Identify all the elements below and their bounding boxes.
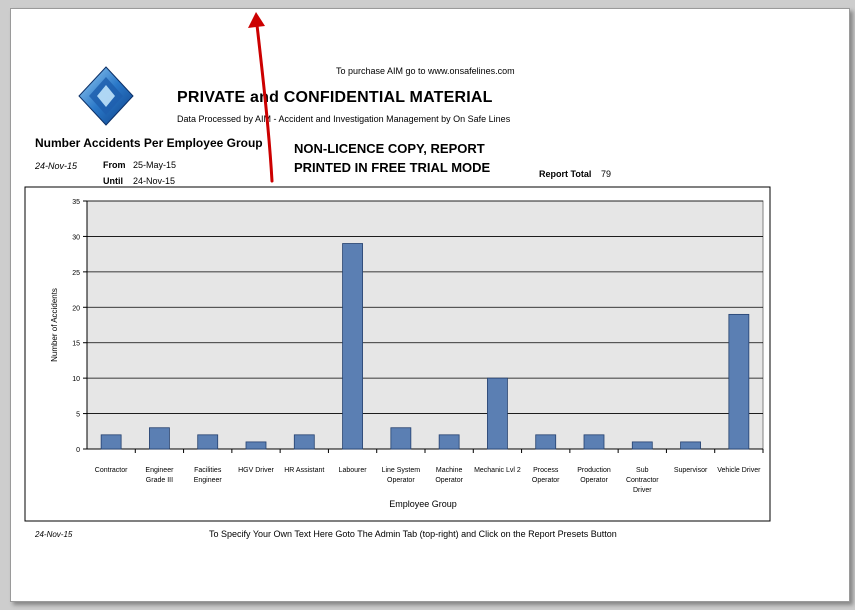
- x-tick-label: Operator: [532, 477, 560, 484]
- footer-text: To Specify Your Own Text Here Goto The A…: [209, 529, 617, 539]
- x-tick-label: Supervisor: [674, 467, 708, 474]
- x-tick-label: Line System: [382, 467, 421, 474]
- bar: [680, 441, 701, 450]
- bar: [149, 427, 170, 450]
- print-date: 24-Nov-15: [35, 161, 78, 171]
- x-tick-label: Sub: [636, 467, 649, 474]
- bar: [487, 377, 508, 450]
- trial-watermark: NON-LICENCE COPY, REPORT PRINTED IN FREE…: [294, 139, 490, 177]
- footer-date: 24-Nov-15: [35, 530, 73, 539]
- report-total-label: Report Total: [539, 169, 592, 179]
- y-tick-label: 0: [76, 447, 80, 454]
- x-tick-label: Process: [533, 467, 559, 474]
- x-tick-label: Grade III: [146, 477, 173, 484]
- chart-title: Number Accidents Per Employee Group: [35, 136, 263, 150]
- purchase-notice: To purchase AIM go to www.onsafelines.co…: [336, 66, 515, 76]
- x-tick-label: Facilities: [194, 467, 222, 474]
- bar: [245, 441, 267, 450]
- bar: [583, 434, 605, 450]
- x-tick-label: Contractor: [95, 467, 128, 474]
- bar: [197, 434, 219, 450]
- x-tick-label: Engineer: [145, 467, 174, 474]
- aim-logo-icon: [78, 66, 134, 126]
- x-tick-label: HGV Driver: [238, 467, 274, 474]
- until-date: 24-Nov-15: [133, 176, 176, 186]
- report-page: To purchase AIM go to www.onsafelines.co…: [10, 8, 850, 602]
- y-tick-label: 35: [72, 199, 80, 206]
- from-label: From: [103, 160, 126, 170]
- bar: [342, 243, 363, 450]
- bar: [728, 313, 750, 450]
- y-tick-label: 20: [72, 305, 80, 312]
- y-tick-label: 25: [72, 270, 80, 277]
- x-tick-label: Operator: [580, 477, 608, 484]
- bar: [438, 434, 460, 450]
- plot-area: [86, 200, 764, 450]
- x-tick-label: Engineer: [194, 477, 223, 484]
- y-tick-label: 15: [72, 341, 80, 348]
- x-tick-label: Vehicle Driver: [717, 467, 761, 474]
- report-subheading: Data Processed by AIM - Accident and Inv…: [177, 114, 511, 124]
- bar: [390, 427, 412, 450]
- until-label: Until: [103, 176, 123, 186]
- trial-line-2: PRINTED IN FREE TRIAL MODE: [294, 160, 491, 175]
- x-tick-label: Contractor: [626, 477, 659, 484]
- from-date: 25-May-15: [133, 160, 177, 170]
- y-tick-label: 10: [72, 376, 80, 383]
- x-tick-label: Labourer: [339, 467, 368, 474]
- bar: [535, 434, 557, 450]
- red-arrow-icon: [248, 12, 274, 183]
- x-tick-label: Operator: [387, 477, 415, 484]
- x-tick-label: Mechanic Lvl 2: [474, 467, 521, 474]
- bar: [293, 434, 315, 450]
- x-axis-title: Employee Group: [389, 499, 457, 509]
- bar: [100, 434, 122, 450]
- x-tick-label: Operator: [435, 477, 463, 484]
- bar-chart: 0 5 10 15 20 25 30 35 Contractor Engineer Grade II…: [24, 12, 771, 522]
- y-tick-label: 30: [72, 234, 80, 241]
- y-tick-label: 5: [76, 412, 80, 419]
- x-tick-label: Driver: [633, 487, 652, 494]
- trial-line-1: NON-LICENCE COPY, REPORT: [294, 141, 485, 156]
- report-total-value: 79: [601, 169, 612, 179]
- x-tick-label: HR Assistant: [284, 467, 324, 474]
- report-heading: PRIVATE and CONFIDENTIAL MATERIAL: [177, 89, 493, 106]
- bar: [631, 441, 653, 450]
- x-tick-label: Machine: [436, 467, 463, 474]
- y-axis-title: Number of Accidents: [50, 288, 59, 362]
- x-tick-label: Production: [577, 467, 611, 474]
